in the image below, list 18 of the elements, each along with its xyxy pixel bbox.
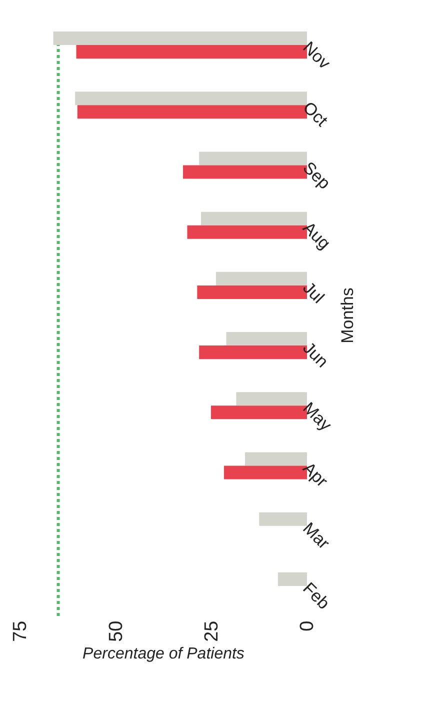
x-tick-label: 25 xyxy=(202,620,223,642)
y-tick-label: Nov xyxy=(299,38,334,74)
bar xyxy=(245,452,307,466)
y-tick-label: Sep xyxy=(299,158,334,193)
y-tick-label: Jul xyxy=(299,278,328,308)
y-tick-label: Aug xyxy=(299,218,334,254)
y-tick-label: May xyxy=(299,398,336,435)
y-axis-title: Months xyxy=(338,288,358,344)
y-tick-label: Mar xyxy=(299,518,334,554)
y-tick-label: Feb xyxy=(299,578,334,613)
x-tick-label: 75 xyxy=(10,620,32,642)
x-tick-label: 0 xyxy=(297,620,318,632)
y-tick-label: Oct xyxy=(299,98,332,130)
y-tick-label: Jun xyxy=(299,338,332,372)
bar xyxy=(201,212,307,226)
y-tick-label: Apr xyxy=(299,458,332,491)
x-axis-title: Percentage of Patients xyxy=(82,646,244,663)
x-tick-label: 50 xyxy=(106,620,127,642)
